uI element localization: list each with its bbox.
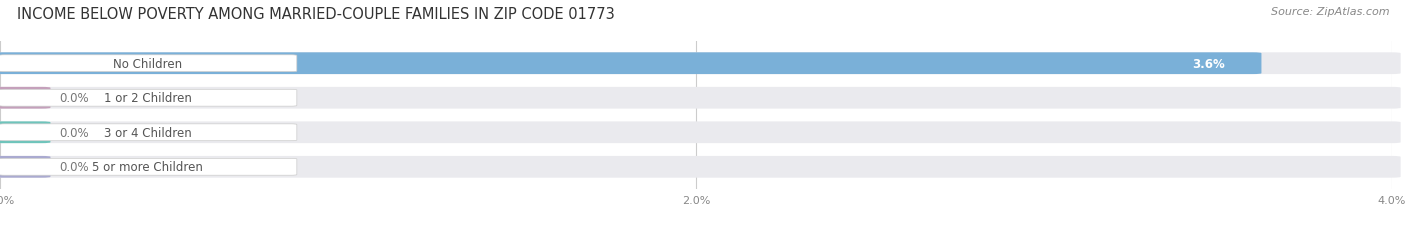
Text: Source: ZipAtlas.com: Source: ZipAtlas.com [1271,7,1389,17]
Text: 0.0%: 0.0% [59,126,89,139]
FancyBboxPatch shape [0,53,1400,75]
FancyBboxPatch shape [0,159,297,176]
Text: No Children: No Children [114,58,183,70]
Text: 3.6%: 3.6% [1192,58,1225,70]
FancyBboxPatch shape [0,90,297,107]
FancyBboxPatch shape [0,122,1400,143]
Text: 5 or more Children: 5 or more Children [93,161,204,173]
Text: 0.0%: 0.0% [59,161,89,173]
FancyBboxPatch shape [0,88,51,109]
FancyBboxPatch shape [0,156,1400,178]
Text: 0.0%: 0.0% [59,92,89,105]
FancyBboxPatch shape [0,55,297,72]
Text: 3 or 4 Children: 3 or 4 Children [104,126,191,139]
FancyBboxPatch shape [0,156,51,178]
Text: INCOME BELOW POVERTY AMONG MARRIED-COUPLE FAMILIES IN ZIP CODE 01773: INCOME BELOW POVERTY AMONG MARRIED-COUPL… [17,7,614,22]
FancyBboxPatch shape [0,122,51,143]
FancyBboxPatch shape [0,53,1261,75]
Text: 1 or 2 Children: 1 or 2 Children [104,92,191,105]
FancyBboxPatch shape [0,88,1400,109]
FancyBboxPatch shape [0,124,297,141]
